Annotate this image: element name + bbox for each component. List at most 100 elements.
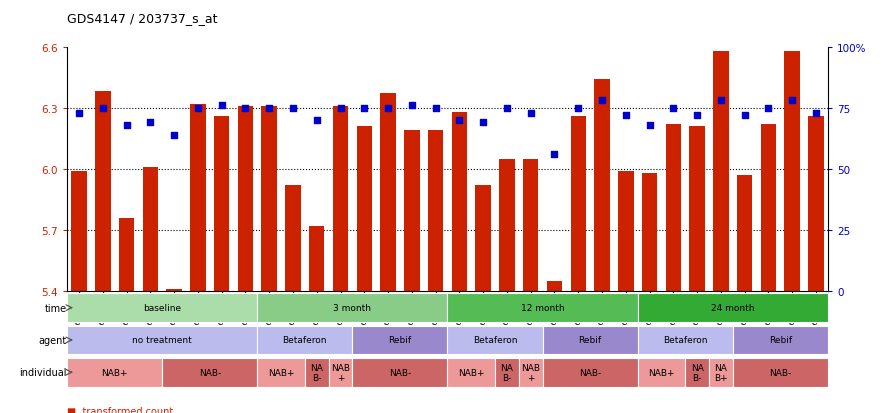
- Bar: [732, 326, 827, 354]
- Point: [737, 112, 751, 119]
- Bar: [447, 358, 494, 387]
- Point: [167, 132, 181, 138]
- Text: Betaferon: Betaferon: [283, 336, 326, 344]
- Bar: [72, 171, 87, 291]
- Point: [357, 105, 371, 112]
- Bar: [641, 173, 656, 291]
- Point: [595, 98, 609, 104]
- Point: [451, 117, 466, 124]
- Point: [309, 117, 324, 124]
- Point: [713, 98, 727, 104]
- Bar: [713, 52, 728, 291]
- Bar: [190, 104, 206, 291]
- Point: [618, 112, 632, 119]
- Bar: [618, 171, 633, 291]
- Bar: [67, 294, 257, 322]
- Bar: [166, 289, 181, 291]
- Bar: [708, 358, 732, 387]
- Point: [404, 103, 418, 109]
- Text: NAB
+: NAB +: [520, 363, 540, 382]
- Point: [333, 105, 347, 112]
- Bar: [142, 167, 158, 291]
- Point: [190, 105, 205, 112]
- Bar: [451, 112, 467, 291]
- Text: Rebif: Rebif: [578, 336, 601, 344]
- Text: time: time: [45, 303, 67, 313]
- Text: NAB+: NAB+: [647, 368, 674, 377]
- Point: [285, 105, 299, 112]
- Point: [761, 105, 775, 112]
- Point: [262, 105, 276, 112]
- Bar: [305, 358, 328, 387]
- Bar: [569, 116, 586, 291]
- Bar: [499, 159, 514, 291]
- Text: NA
B-: NA B-: [310, 363, 323, 382]
- Bar: [238, 107, 253, 291]
- Bar: [760, 125, 775, 291]
- Bar: [494, 358, 519, 387]
- Point: [570, 105, 585, 112]
- Point: [499, 105, 513, 112]
- Text: NAB+: NAB+: [101, 368, 128, 377]
- Bar: [261, 107, 276, 291]
- Text: NAB+: NAB+: [267, 368, 294, 377]
- Text: individual: individual: [20, 367, 67, 377]
- Text: NAB-: NAB-: [578, 368, 601, 377]
- Bar: [546, 281, 561, 291]
- Bar: [637, 358, 685, 387]
- Point: [808, 110, 822, 116]
- Point: [215, 103, 229, 109]
- Text: GDS4147 / 203737_s_at: GDS4147 / 203737_s_at: [67, 12, 217, 25]
- Bar: [685, 358, 708, 387]
- Point: [96, 105, 110, 112]
- Bar: [519, 358, 542, 387]
- Bar: [542, 326, 637, 354]
- Bar: [162, 358, 257, 387]
- Bar: [475, 185, 490, 291]
- Bar: [257, 294, 447, 322]
- Point: [476, 120, 490, 126]
- Point: [523, 110, 537, 116]
- Bar: [95, 92, 110, 291]
- Text: no treatment: no treatment: [132, 336, 192, 344]
- Point: [119, 122, 133, 129]
- Point: [547, 152, 561, 158]
- Bar: [352, 326, 447, 354]
- Bar: [542, 358, 637, 387]
- Text: NAB
+: NAB +: [331, 363, 350, 382]
- Text: 12 month: 12 month: [520, 304, 564, 312]
- Bar: [308, 226, 325, 291]
- Bar: [285, 185, 300, 291]
- Text: NAB-: NAB-: [198, 368, 221, 377]
- Bar: [67, 326, 257, 354]
- Bar: [333, 107, 348, 291]
- Text: 24 month: 24 month: [710, 304, 754, 312]
- Bar: [352, 358, 447, 387]
- Text: Betaferon: Betaferon: [472, 336, 517, 344]
- Point: [381, 105, 395, 112]
- Text: Betaferon: Betaferon: [662, 336, 706, 344]
- Bar: [784, 52, 799, 291]
- Point: [72, 110, 86, 116]
- Text: Rebif: Rebif: [768, 336, 791, 344]
- Text: ■  transformed count: ■ transformed count: [67, 406, 173, 413]
- Bar: [522, 159, 538, 291]
- Point: [784, 98, 798, 104]
- Bar: [356, 127, 372, 291]
- Bar: [732, 358, 827, 387]
- Point: [665, 105, 679, 112]
- Text: NAB+: NAB+: [458, 368, 484, 377]
- Bar: [447, 294, 637, 322]
- Bar: [637, 326, 732, 354]
- Bar: [688, 127, 704, 291]
- Text: NA
B+: NA B+: [713, 363, 727, 382]
- Text: 3 month: 3 month: [333, 304, 371, 312]
- Bar: [67, 358, 162, 387]
- Point: [238, 105, 252, 112]
- Bar: [380, 94, 395, 291]
- Bar: [257, 326, 352, 354]
- Text: agent: agent: [38, 335, 67, 345]
- Point: [428, 105, 443, 112]
- Bar: [447, 326, 542, 354]
- Bar: [214, 116, 229, 291]
